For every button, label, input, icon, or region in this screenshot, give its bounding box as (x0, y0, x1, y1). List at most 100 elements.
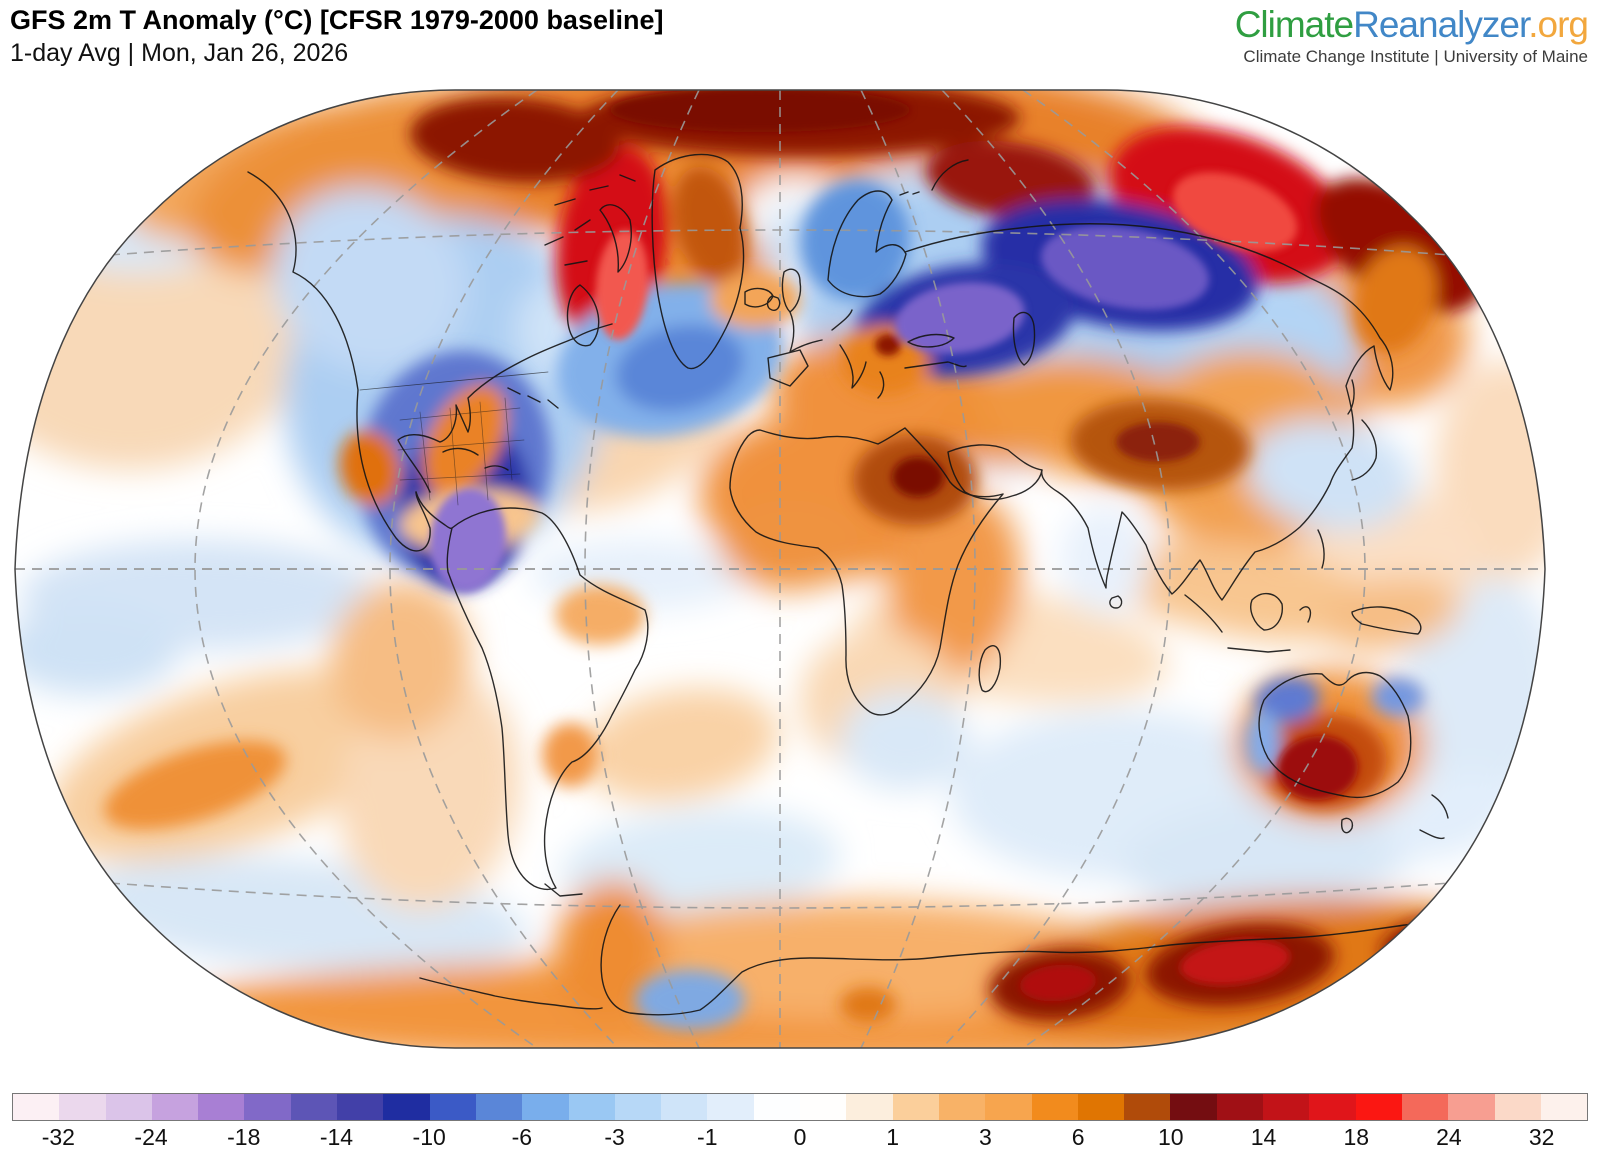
colorbar-block-25 (1170, 1094, 1217, 1120)
anomaly-region-eurasia-purple-1 (1041, 225, 1209, 311)
meridian-6 (941, 90, 1171, 1048)
coast-uk (781, 268, 802, 313)
us-canada-border (359, 371, 549, 391)
coast-south-america (446, 507, 649, 891)
anomaly-region-india-cool (1060, 505, 1150, 615)
anomaly-region-newguinea-warm (1320, 578, 1460, 652)
colorbar-tick--24: -24 (134, 1124, 168, 1150)
colorbar-block-33 (1540, 1094, 1588, 1120)
colorbar-block-17 (800, 1094, 847, 1120)
climate-reanalyzer-logo[interactable]: ClimateReanalyzer.org Climate Change Ins… (1235, 4, 1589, 67)
coast-ireland (766, 295, 781, 311)
coast-australia (1258, 671, 1412, 799)
coast-tasmania (1340, 817, 1354, 834)
meridian-2 (389, 90, 619, 1048)
anomaly-region-aus-w-cool (1245, 710, 1281, 774)
anomaly-region-wafrica-warm (720, 500, 860, 590)
anomaly-region-na-cool-arm-nw (272, 187, 468, 373)
colorbar-tick--14: -14 (319, 1124, 354, 1150)
anomaly-region-scand-cool (799, 180, 911, 300)
colorbar-block-32 (1494, 1094, 1541, 1120)
coast-svalbard (899, 191, 920, 196)
us-state-grid (397, 397, 525, 506)
anomaly-region-ant-red-core-3 (1402, 926, 1462, 958)
anomaly-region-eafrica-warm (888, 490, 1022, 680)
colorbar-block-21 (985, 1094, 1032, 1120)
coast-asia-north-east (904, 223, 1394, 601)
coast-cuba (442, 447, 479, 456)
coast-italy (839, 344, 867, 389)
colorbar-block-23 (1077, 1094, 1125, 1120)
colorbar-block-26 (1216, 1094, 1264, 1120)
colorbar-block-9 (429, 1094, 476, 1120)
header: GFS 2m T Anomaly (°C) [CFSR 1979-2000 ba… (10, 4, 663, 69)
coast-scandinavia (827, 190, 907, 298)
coast-japan (1351, 419, 1378, 481)
colorbar-block-16 (753, 1094, 801, 1120)
colorbar (12, 1093, 1588, 1121)
colorbar-block-30 (1401, 1094, 1449, 1120)
anomaly-layer-core (429, 90, 1462, 1002)
colorbar-tick-24: 24 (1436, 1124, 1462, 1150)
colorbar-tick-3: 3 (979, 1124, 992, 1150)
coast-antarctica (419, 904, 1463, 1016)
colorbar-block-4 (198, 1094, 245, 1120)
colorbar-block-12 (568, 1094, 615, 1120)
coast-caspian (1012, 311, 1036, 366)
anomaly-region-eq-pacific-cool-2 (15, 605, 180, 695)
coast-greenland (651, 153, 745, 370)
coast-new-zealand (1419, 794, 1449, 840)
anomaly-region-balkan-maroon-dot (875, 334, 901, 356)
anomaly-region-spac-warm-core (104, 740, 286, 830)
colorbar-tick-1: 1 (886, 1124, 900, 1150)
colorbar-tick--6: -6 (511, 1124, 533, 1150)
meridian-7 (1022, 90, 1366, 1048)
anomaly-region-s-indian-cool (1120, 798, 1420, 912)
colorbar-block-19 (892, 1094, 939, 1120)
colorbar-block-24 (1124, 1094, 1171, 1120)
colorbar-tick--10: -10 (412, 1124, 446, 1150)
colorbar-tick-10: 10 (1158, 1124, 1184, 1150)
anomaly-region-eurasia-purple-2 (895, 282, 1025, 354)
coast-arctic-islands (544, 174, 636, 266)
map-title: GFS 2m T Anomaly (°C) [CFSR 1979-2000 ba… (10, 5, 664, 35)
coast-africa (729, 427, 1004, 716)
anomaly-region-satl-warm (581, 688, 779, 802)
anomaly-region-iceland-warm-ring (710, 272, 800, 328)
logo-wordmark: ClimateReanalyzer.org (1235, 4, 1589, 45)
meridian-3 (584, 90, 700, 1048)
coast-tierra-del-fuego (544, 883, 583, 897)
meridian-1 (194, 90, 538, 1048)
map-outline (14, 89, 1546, 1049)
colorbar-labels: -32 -24 -18 -14 -10 -6 -3 -1 0 1 3 6 10 14 18 24 32 (12, 1124, 1588, 1152)
colorbar-tick--3: -3 (604, 1124, 625, 1150)
anomaly-region-japan-cool (1245, 418, 1415, 532)
coast-sumatra-java (1184, 594, 1291, 653)
anomaly-region-ant-interior-hot-dot (840, 987, 896, 1023)
colorbar-tick--1: -1 (697, 1124, 718, 1150)
logo-word-org: .org (1528, 4, 1589, 45)
colorbar-block-27 (1263, 1094, 1310, 1120)
anomaly-region-baffin-red-core (595, 230, 649, 340)
colorbar-block-29 (1355, 1094, 1402, 1120)
coast-sakhalin (1347, 379, 1355, 415)
map-subtitle: 1-day Avg | Mon, Jan 26, 2026 (10, 38, 349, 67)
anomaly-region-aus-ne-cool (1372, 678, 1424, 716)
colorbar-block-2 (105, 1094, 152, 1120)
colorbar-block-8 (383, 1094, 430, 1120)
meridian-5 (860, 90, 976, 1048)
anomaly-region-arctic-maroon-core (610, 90, 910, 132)
logo-tagline: Climate Change Institute | University of… (1243, 46, 1588, 66)
colorbar-block-1 (59, 1094, 106, 1120)
anomaly-region-brazil-warm-2 (542, 723, 598, 787)
colorbar-block-6 (290, 1094, 338, 1120)
coast-madagascar (978, 645, 1002, 693)
colorbar-tick-18: 18 (1343, 1124, 1370, 1150)
coast-baffin (599, 204, 632, 273)
anomaly-region-mexico-hot (339, 430, 401, 506)
anomaly-region-sudan-maroon-core (892, 457, 944, 497)
coast-new-guinea (1351, 606, 1422, 635)
anomaly-region-brazil-warm-1 (555, 585, 645, 645)
colorbar-tick-6: 6 (1071, 1124, 1085, 1150)
logo-word-reanalyzer: Reanalyzer (1353, 4, 1529, 45)
